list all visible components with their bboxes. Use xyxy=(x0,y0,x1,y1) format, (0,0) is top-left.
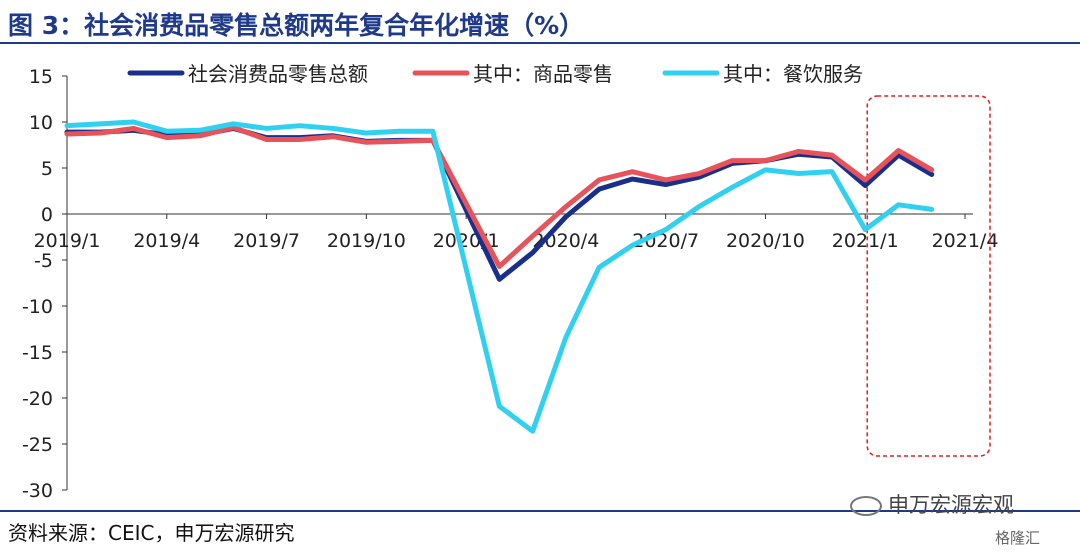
line-chart: 15 10 5 0 -5 -10 -15 -20 -25 -30 2019/1 2019/4 2019/… xyxy=(22,62,999,502)
x-tick-label: 2019/10 xyxy=(327,230,406,252)
x-tick-label: 2019/4 xyxy=(133,230,200,252)
y-tick-label: 0 xyxy=(41,204,53,226)
x-tick-label: 2021/4 xyxy=(932,230,999,252)
x-tick-label: 2020/10 xyxy=(726,230,805,252)
source-note: 资料来源：CEIC，申万宏源研究 xyxy=(8,521,295,545)
legend-label: 其中：商品零售 xyxy=(473,62,613,86)
highlight-box xyxy=(866,95,991,457)
watermark-text: 申万宏源宏观 xyxy=(888,493,1014,517)
y-tick-label: 15 xyxy=(29,66,53,88)
x-tick-label: 2019/1 xyxy=(34,230,101,252)
footer-rule xyxy=(0,510,1080,512)
series-line-3 xyxy=(64,119,935,434)
watermark-sub: 格隆汇 xyxy=(995,529,1041,547)
chart-title: 图 3：社会消费品零售总额两年复合年化增速（%） xyxy=(8,11,585,40)
series-lines xyxy=(64,119,935,434)
wechat-icon xyxy=(850,496,882,516)
y-tick-label: -25 xyxy=(22,434,53,456)
y-tick-label: -10 xyxy=(22,296,53,318)
y-tick-label: -5 xyxy=(34,250,53,272)
watermark: 申万宏源宏观 xyxy=(850,489,1014,519)
x-tick-label: 2019/7 xyxy=(233,230,300,252)
chart-legend: 社会消费品零售总额 其中：商品零售 其中：餐饮服务 xyxy=(127,62,863,86)
y-tick-label: 10 xyxy=(29,112,53,134)
y-tick-label: -15 xyxy=(22,342,53,364)
y-tick-label: 5 xyxy=(41,158,53,180)
series-line-2 xyxy=(64,125,935,269)
legend-label: 社会消费品零售总额 xyxy=(188,62,368,86)
y-tick-label: -20 xyxy=(22,388,53,410)
legend-label: 其中：餐饮服务 xyxy=(723,62,863,86)
y-tick-label: -30 xyxy=(22,480,53,502)
highlight-rect xyxy=(866,95,991,457)
title-rule xyxy=(0,42,1080,44)
x-tick-label: 2021/1 xyxy=(832,230,899,252)
